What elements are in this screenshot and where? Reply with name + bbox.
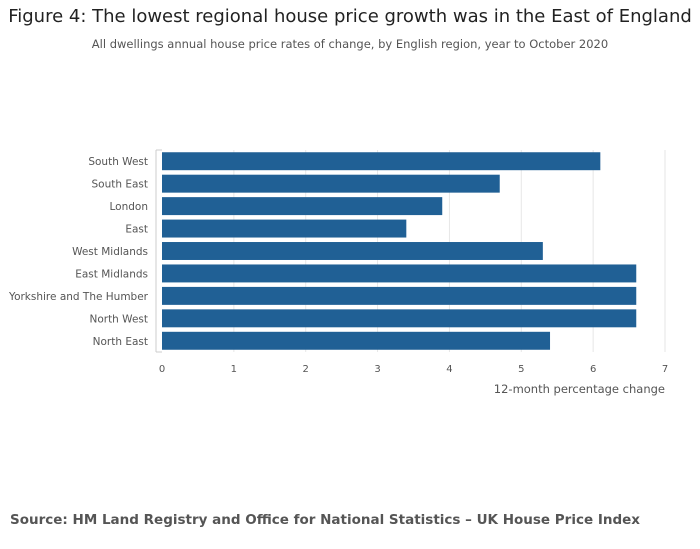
category-label: South West bbox=[88, 156, 148, 168]
category-label: North East bbox=[93, 336, 148, 348]
category-label: East bbox=[125, 224, 148, 236]
bars bbox=[162, 152, 637, 350]
category-label: London bbox=[110, 201, 149, 213]
x-tick-label: 4 bbox=[446, 364, 452, 375]
category-label: North West bbox=[89, 313, 148, 325]
x-tick-label: 7 bbox=[662, 364, 668, 375]
source-note: Source: HM Land Registry and Office for … bbox=[10, 512, 640, 528]
category-labels: South West South East London East West Midla… bbox=[8, 156, 149, 348]
x-tick-label: 0 bbox=[159, 364, 165, 375]
bar-south-west bbox=[162, 152, 601, 171]
bar-yorkshire-and-the-humber bbox=[162, 286, 637, 305]
category-label: East Midlands bbox=[75, 268, 148, 280]
bar-south-east bbox=[162, 174, 500, 193]
x-tick-label: 1 bbox=[231, 364, 237, 375]
bar-east bbox=[162, 219, 407, 238]
x-tick-label: 5 bbox=[518, 364, 524, 375]
bar-north-west bbox=[162, 309, 637, 328]
x-tick-label: 6 bbox=[590, 364, 596, 375]
chart-subtitle: All dwellings annual house price rates o… bbox=[91, 37, 609, 51]
chart-title: Figure 4: The lowest regional house pric… bbox=[8, 6, 692, 27]
category-label: Yorkshire and The Humber bbox=[8, 291, 149, 303]
category-label: West Midlands bbox=[72, 246, 148, 258]
bar-west-midlands bbox=[162, 242, 543, 260]
x-tick-label: 3 bbox=[374, 364, 380, 375]
bar-north-east bbox=[162, 331, 551, 350]
axes bbox=[155, 149, 162, 353]
x-axis-title: 12-month percentage change bbox=[494, 382, 665, 396]
tick-labels: 0 1 2 3 4 5 6 7 bbox=[159, 364, 668, 375]
bar-london bbox=[162, 197, 443, 216]
x-tick-label: 2 bbox=[303, 364, 309, 375]
category-label: South East bbox=[91, 179, 148, 191]
bar-east-midlands bbox=[162, 264, 637, 283]
